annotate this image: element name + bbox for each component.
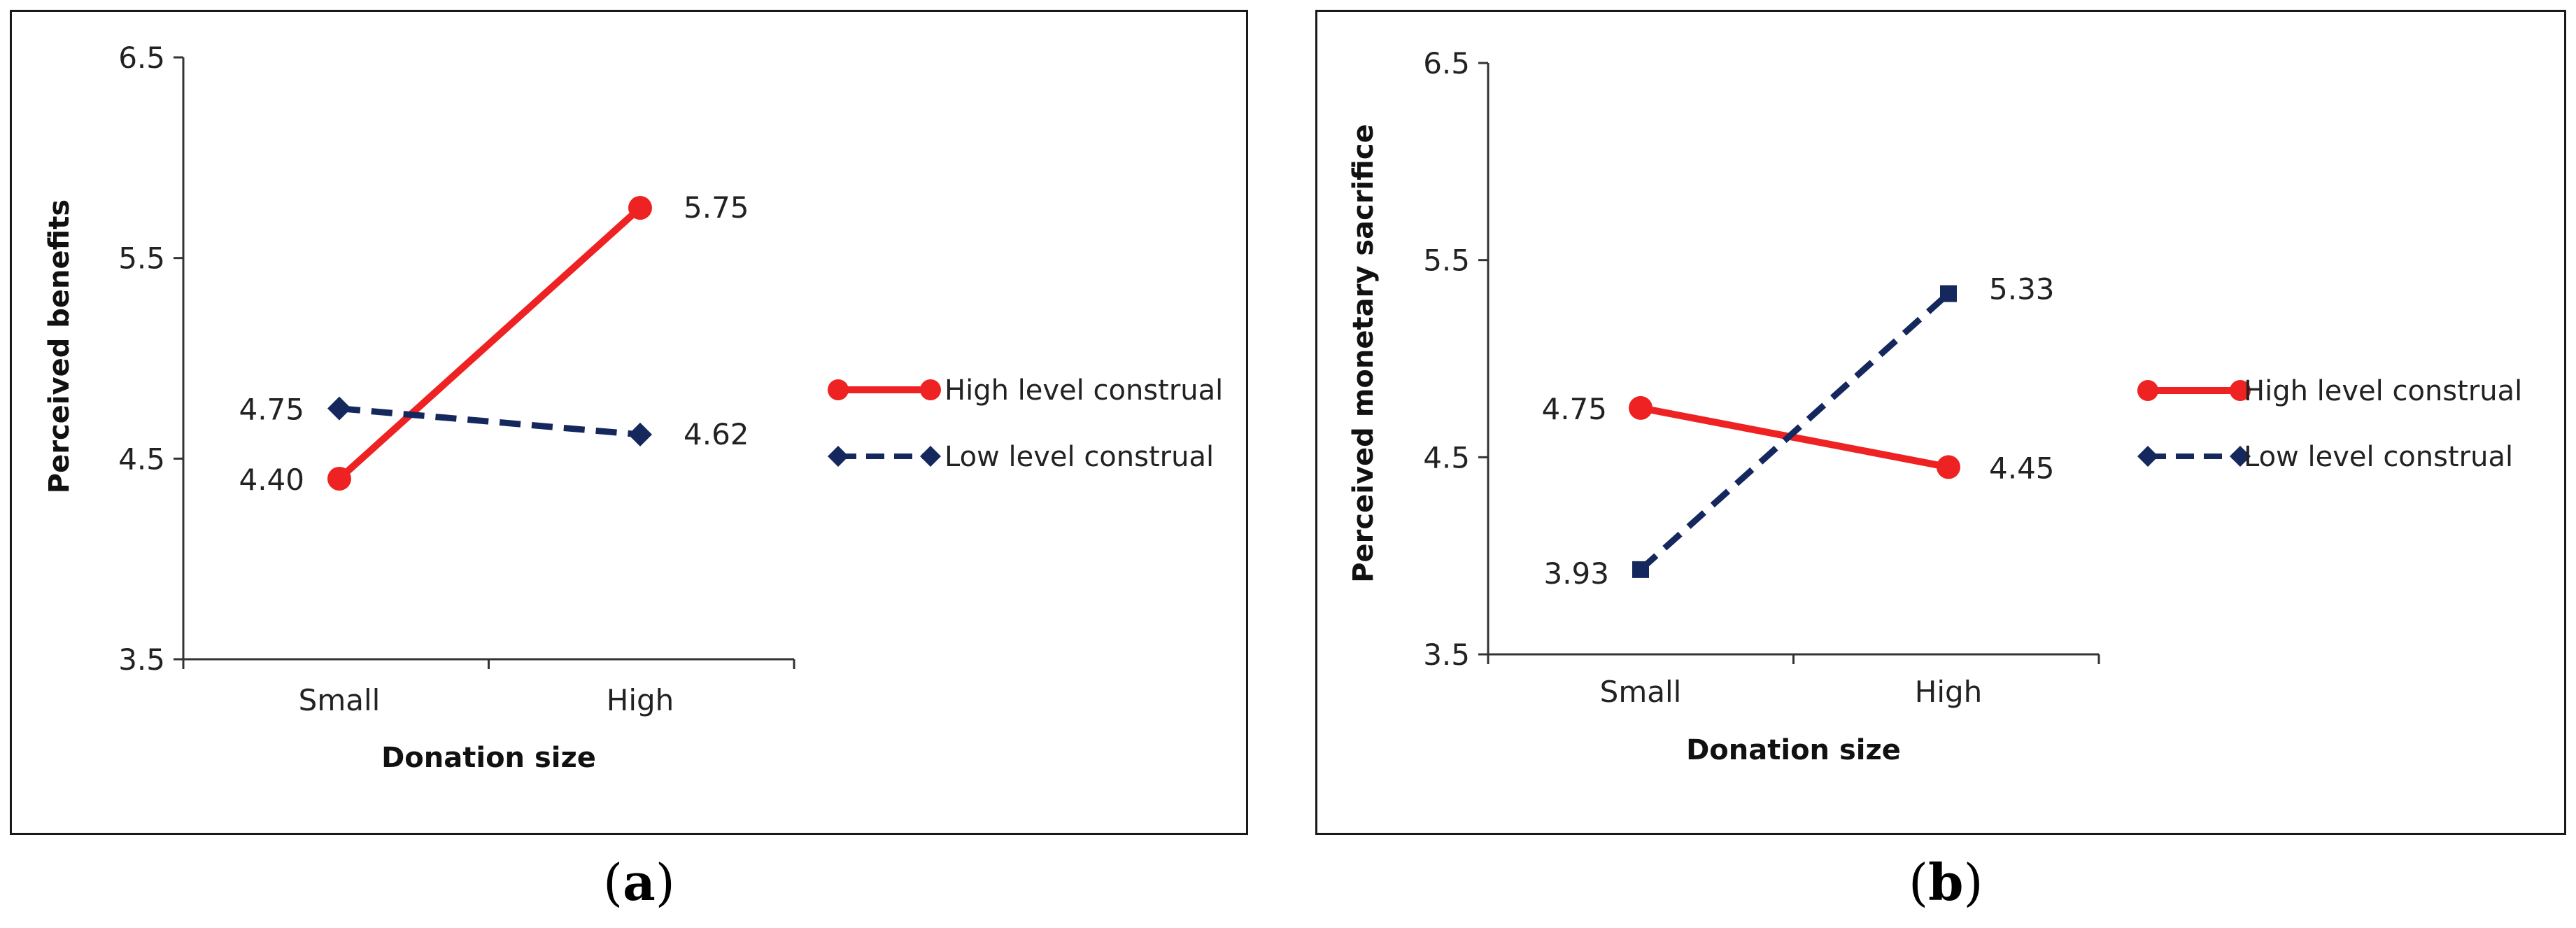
y-axis-title: Perceived monetary sacrifice xyxy=(1347,124,1380,583)
data-label-high: 4.75 xyxy=(1541,392,1607,426)
data-point-high xyxy=(1629,395,1653,420)
y-axis-title: Perceived benefits xyxy=(43,199,76,493)
legend-label-high: High level construal xyxy=(2244,375,2522,407)
x-tick-label: Small xyxy=(1600,675,1682,709)
x-axis-title: Donation size xyxy=(381,742,596,774)
y-tick-label: 4.5 xyxy=(1423,440,1470,474)
legend-marker-high xyxy=(920,379,941,400)
x-tick-label: High xyxy=(607,683,674,717)
legend-label-low: Low level construal xyxy=(944,441,1214,473)
data-label-low: 5.33 xyxy=(1989,272,2055,307)
data-point-high xyxy=(628,196,652,220)
data-point-low xyxy=(628,422,652,447)
legend-marker-low xyxy=(828,446,849,467)
y-tick-label: 3.5 xyxy=(118,642,165,677)
data-label-low: 4.62 xyxy=(684,417,749,451)
series-line-high xyxy=(337,205,643,481)
legend-marker-low xyxy=(2230,446,2251,467)
legend-label-low: Low level construal xyxy=(2244,441,2513,473)
legend-marker-high xyxy=(828,379,849,400)
series-line-high xyxy=(1640,405,1949,471)
y-tick-label: 3.5 xyxy=(1423,638,1470,672)
legend-marker-low xyxy=(2137,446,2158,467)
data-label-high: 5.75 xyxy=(684,190,749,225)
legend-marker-low xyxy=(920,446,941,467)
data-label-high: 4.45 xyxy=(1989,451,2055,485)
caption-a: (a) xyxy=(603,852,675,912)
y-tick-label: 5.5 xyxy=(1423,244,1470,278)
y-tick-label: 5.5 xyxy=(118,241,165,276)
series-line-low xyxy=(1638,291,1951,572)
data-point-low xyxy=(1632,561,1649,578)
chart-panel-a xyxy=(10,10,1248,835)
caption-b: (b) xyxy=(1909,852,1983,912)
x-axis-title: Donation size xyxy=(1686,734,1901,766)
y-tick-label: 4.5 xyxy=(118,442,165,476)
data-label-low: 4.75 xyxy=(239,393,304,427)
legend-marker-high xyxy=(2137,380,2158,401)
y-tick-label: 6.5 xyxy=(1423,46,1470,80)
data-label-high: 4.40 xyxy=(239,463,304,497)
x-tick-label: High xyxy=(1915,675,1983,709)
data-point-low xyxy=(1940,285,1957,302)
y-tick-label: 6.5 xyxy=(118,41,165,75)
data-label-low: 3.93 xyxy=(1543,556,1609,591)
data-point-high xyxy=(327,467,351,491)
data-point-high xyxy=(1937,455,1960,479)
x-tick-label: Small xyxy=(299,683,381,717)
data-point-low xyxy=(327,396,351,421)
legend-marker-high xyxy=(2230,380,2251,401)
legend-label-high: High level construal xyxy=(944,374,1223,407)
series-line-low xyxy=(339,405,641,438)
chart-panel-b xyxy=(1315,10,2566,835)
